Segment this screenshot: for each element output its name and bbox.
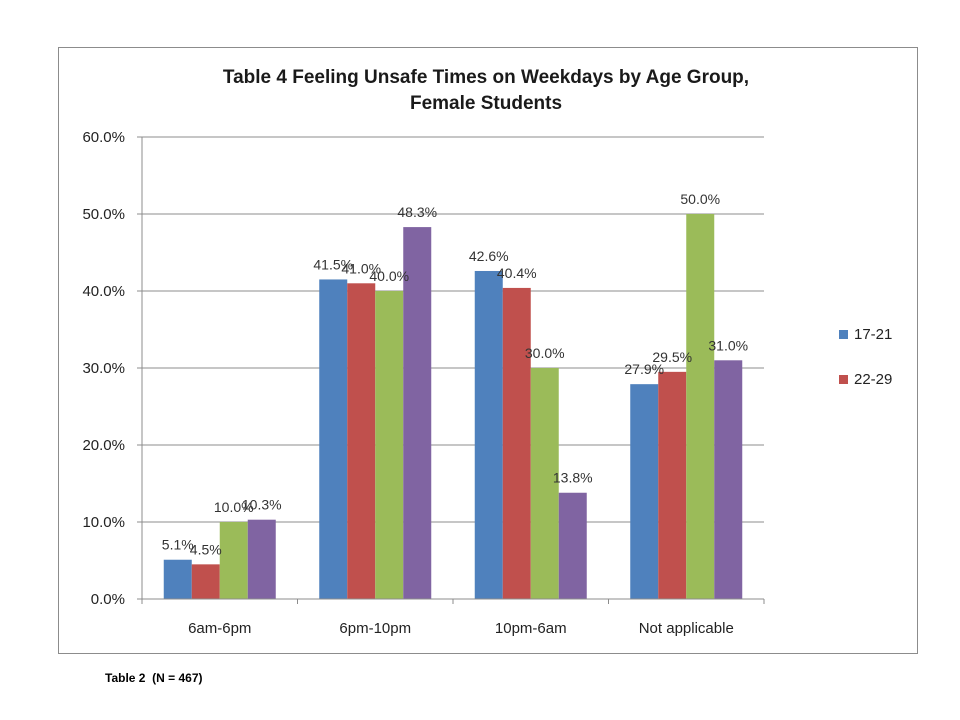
data-label: 5.1% (162, 537, 194, 553)
x-tick-label: 6pm-10pm (339, 620, 411, 637)
data-label: 10.0% (214, 499, 254, 515)
bar (474, 270, 503, 599)
data-label: 30.0% (525, 345, 565, 361)
chart-frame: 5.1% 4.5% 10.0% 10.3% 41.5% 41.0% 40.0% 48.3% 42… (58, 47, 918, 654)
y-axis-ticks: 0.0% 10.0% 20.0% 30.0% 40.0% 50.0% 60.0% (82, 129, 142, 608)
chart-title-line-1: Table 4 Feeling Unsafe Times on Weekdays… (223, 67, 749, 88)
footnote: Table 2 (N = 467) (105, 671, 203, 685)
y-tick-label: 10.0% (82, 514, 125, 531)
bar (247, 519, 276, 599)
x-tick-label: 6am-6pm (188, 620, 251, 637)
data-label: 13.8% (553, 470, 593, 486)
data-label: 41.0% (341, 260, 381, 276)
axes (141, 137, 764, 600)
y-tick-label: 40.0% (82, 283, 125, 300)
legend-label: 22-29 (854, 371, 892, 388)
bar (319, 279, 348, 599)
legend-swatch (839, 375, 848, 384)
bars (163, 214, 743, 599)
legend: 17-21 22-29 (839, 326, 892, 388)
x-tick-label: Not applicable (639, 620, 734, 637)
y-tick-label: 20.0% (82, 437, 125, 454)
x-tick-label: 10pm-6am (495, 620, 567, 637)
bar-chart: 5.1%4.5%10.0%10.3%41.5%41.0%40.0%48.3%42… (82, 67, 892, 637)
y-tick-label: 60.0% (82, 129, 125, 146)
data-label: 31.0% (708, 337, 748, 353)
bar (219, 522, 248, 599)
bar (191, 564, 220, 599)
data-labels: 5.1%4.5% 10.0%10.3% 41.5%41.0%40.0% 48.3% 42… (162, 191, 748, 557)
x-axis-ticks: 6am-6pm 6pm-10pm 10pm-6am Not applicable (141, 599, 765, 637)
data-label: 48.3% (397, 204, 437, 220)
legend-swatch (839, 330, 848, 339)
data-label: 10.3% (242, 497, 282, 513)
y-tick-label: 50.0% (82, 206, 125, 223)
bar (403, 227, 432, 599)
bar (714, 360, 743, 599)
data-label: 29.5% (652, 349, 692, 365)
y-tick-label: 30.0% (82, 360, 125, 377)
y-tick-label: 0.0% (91, 591, 125, 608)
legend-label: 17-21 (854, 326, 892, 343)
data-label: 4.5% (190, 541, 222, 557)
data-label: 41.5% (313, 256, 353, 272)
bar (686, 214, 715, 599)
bar (630, 384, 659, 599)
bar (502, 287, 531, 599)
bar (347, 283, 376, 599)
data-label: 42.6% (469, 248, 509, 264)
bar (558, 492, 587, 599)
data-label: 50.0% (680, 191, 720, 207)
bar (163, 559, 192, 599)
chart-title-line-2: Female Students (410, 93, 562, 114)
bar (530, 368, 559, 599)
data-label: 27.9% (624, 361, 664, 377)
bar (375, 291, 404, 599)
bar (658, 371, 687, 599)
data-label: 40.4% (497, 265, 537, 281)
data-label: 40.0% (369, 268, 409, 284)
